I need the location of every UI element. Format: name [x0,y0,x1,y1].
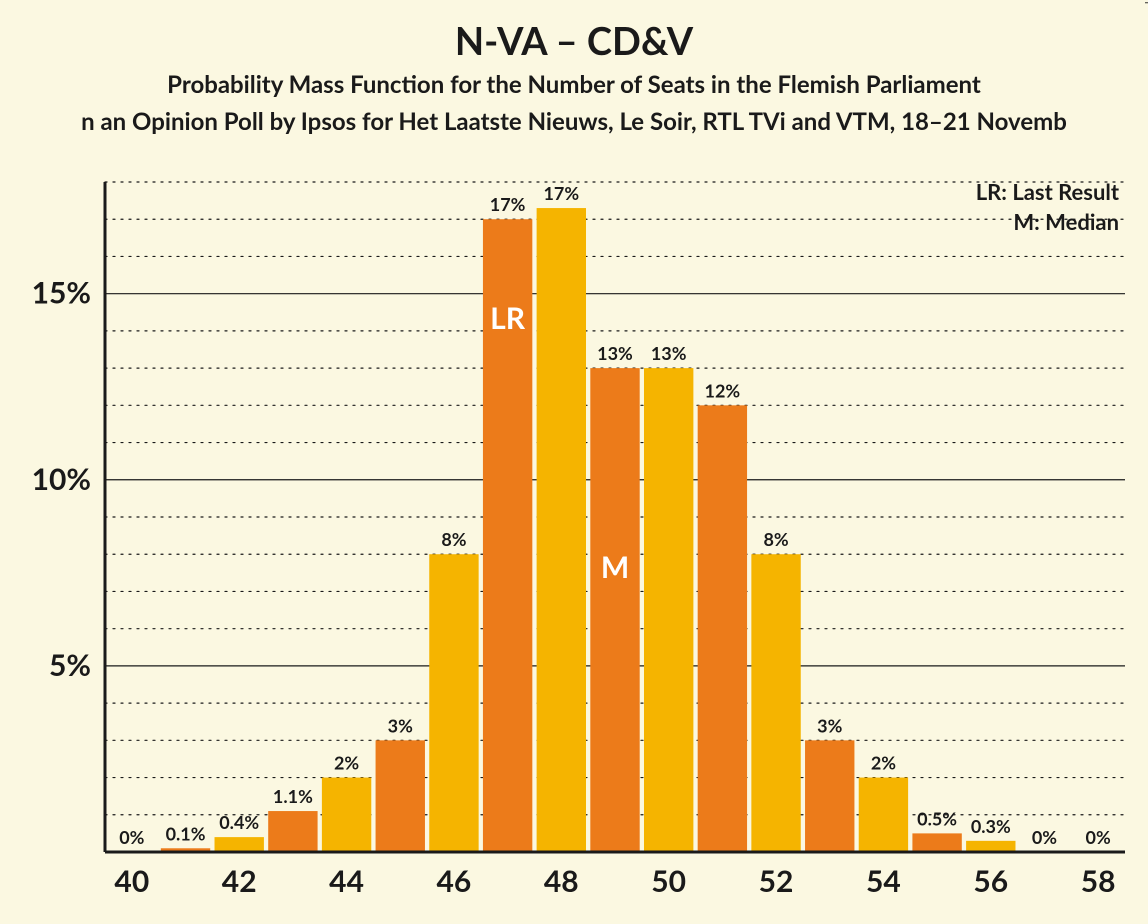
x-tick-label: 58 [1081,863,1116,899]
bar [698,405,747,852]
bar-value-label: 0.3% [971,815,1011,837]
bar [859,778,908,852]
bar-value-label: 12% [705,379,741,401]
bar-value-label: 13% [651,342,687,364]
bar-value-label: 0% [1032,826,1057,848]
bar-value-label: 3% [388,714,413,736]
bar-value-label: 17% [490,193,526,215]
bar-value-label: 2% [871,752,896,774]
pmf-bar-chart: 0% 0.1% 0.4% 1.1% 2% 3% 8% 17% LR 17% 13% M 13% 12% 8%… [0,0,1148,924]
bar-value-label: 8% [763,528,788,550]
x-tick-label: 40 [114,863,149,899]
legend-last-result: LR: Last Result [976,178,1120,205]
y-tick-label: 10% [32,461,91,497]
bar-value-label: 0.4% [219,811,259,833]
page: © 2024 Filip van Laenen N-VA – CD&V Prob… [0,0,1148,924]
y-tick-label: 5% [49,647,91,683]
bar-value-label: 17% [543,182,579,204]
legend-median: M: Median [1013,208,1119,235]
bar [590,368,639,852]
x-tick-label: 52 [759,863,794,899]
x-tick-label: 42 [222,863,257,899]
bar-value-label: 0% [119,826,144,848]
bar [268,811,317,852]
bar [966,841,1015,852]
bar-value-label: 8% [441,528,466,550]
bar-value-label: 1.1% [273,785,313,807]
bar [215,837,264,852]
marker-median: M [601,549,629,585]
bar-value-label: 13% [597,342,633,364]
bar-value-label: 2% [334,752,359,774]
bar [644,368,693,852]
bar [537,208,586,852]
marker-last-result: LR [490,300,526,336]
bar-value-label: 0% [1086,826,1111,848]
bar [376,740,425,852]
y-tick-label: 15% [32,275,91,311]
x-tick-label: 44 [329,863,364,899]
bar [805,740,854,852]
x-tick-label: 56 [973,863,1008,899]
x-tick-label: 48 [544,863,579,899]
bar [429,554,478,852]
x-tick-label: 50 [651,863,686,899]
x-tick-label: 46 [437,863,472,899]
bar-value-label: 0.1% [166,822,206,844]
bar [751,554,800,852]
bar [322,778,371,852]
x-tick-label: 54 [866,863,901,899]
bar-value-label: 3% [817,714,842,736]
bar [912,833,961,852]
bar-value-label: 0.5% [917,807,957,829]
